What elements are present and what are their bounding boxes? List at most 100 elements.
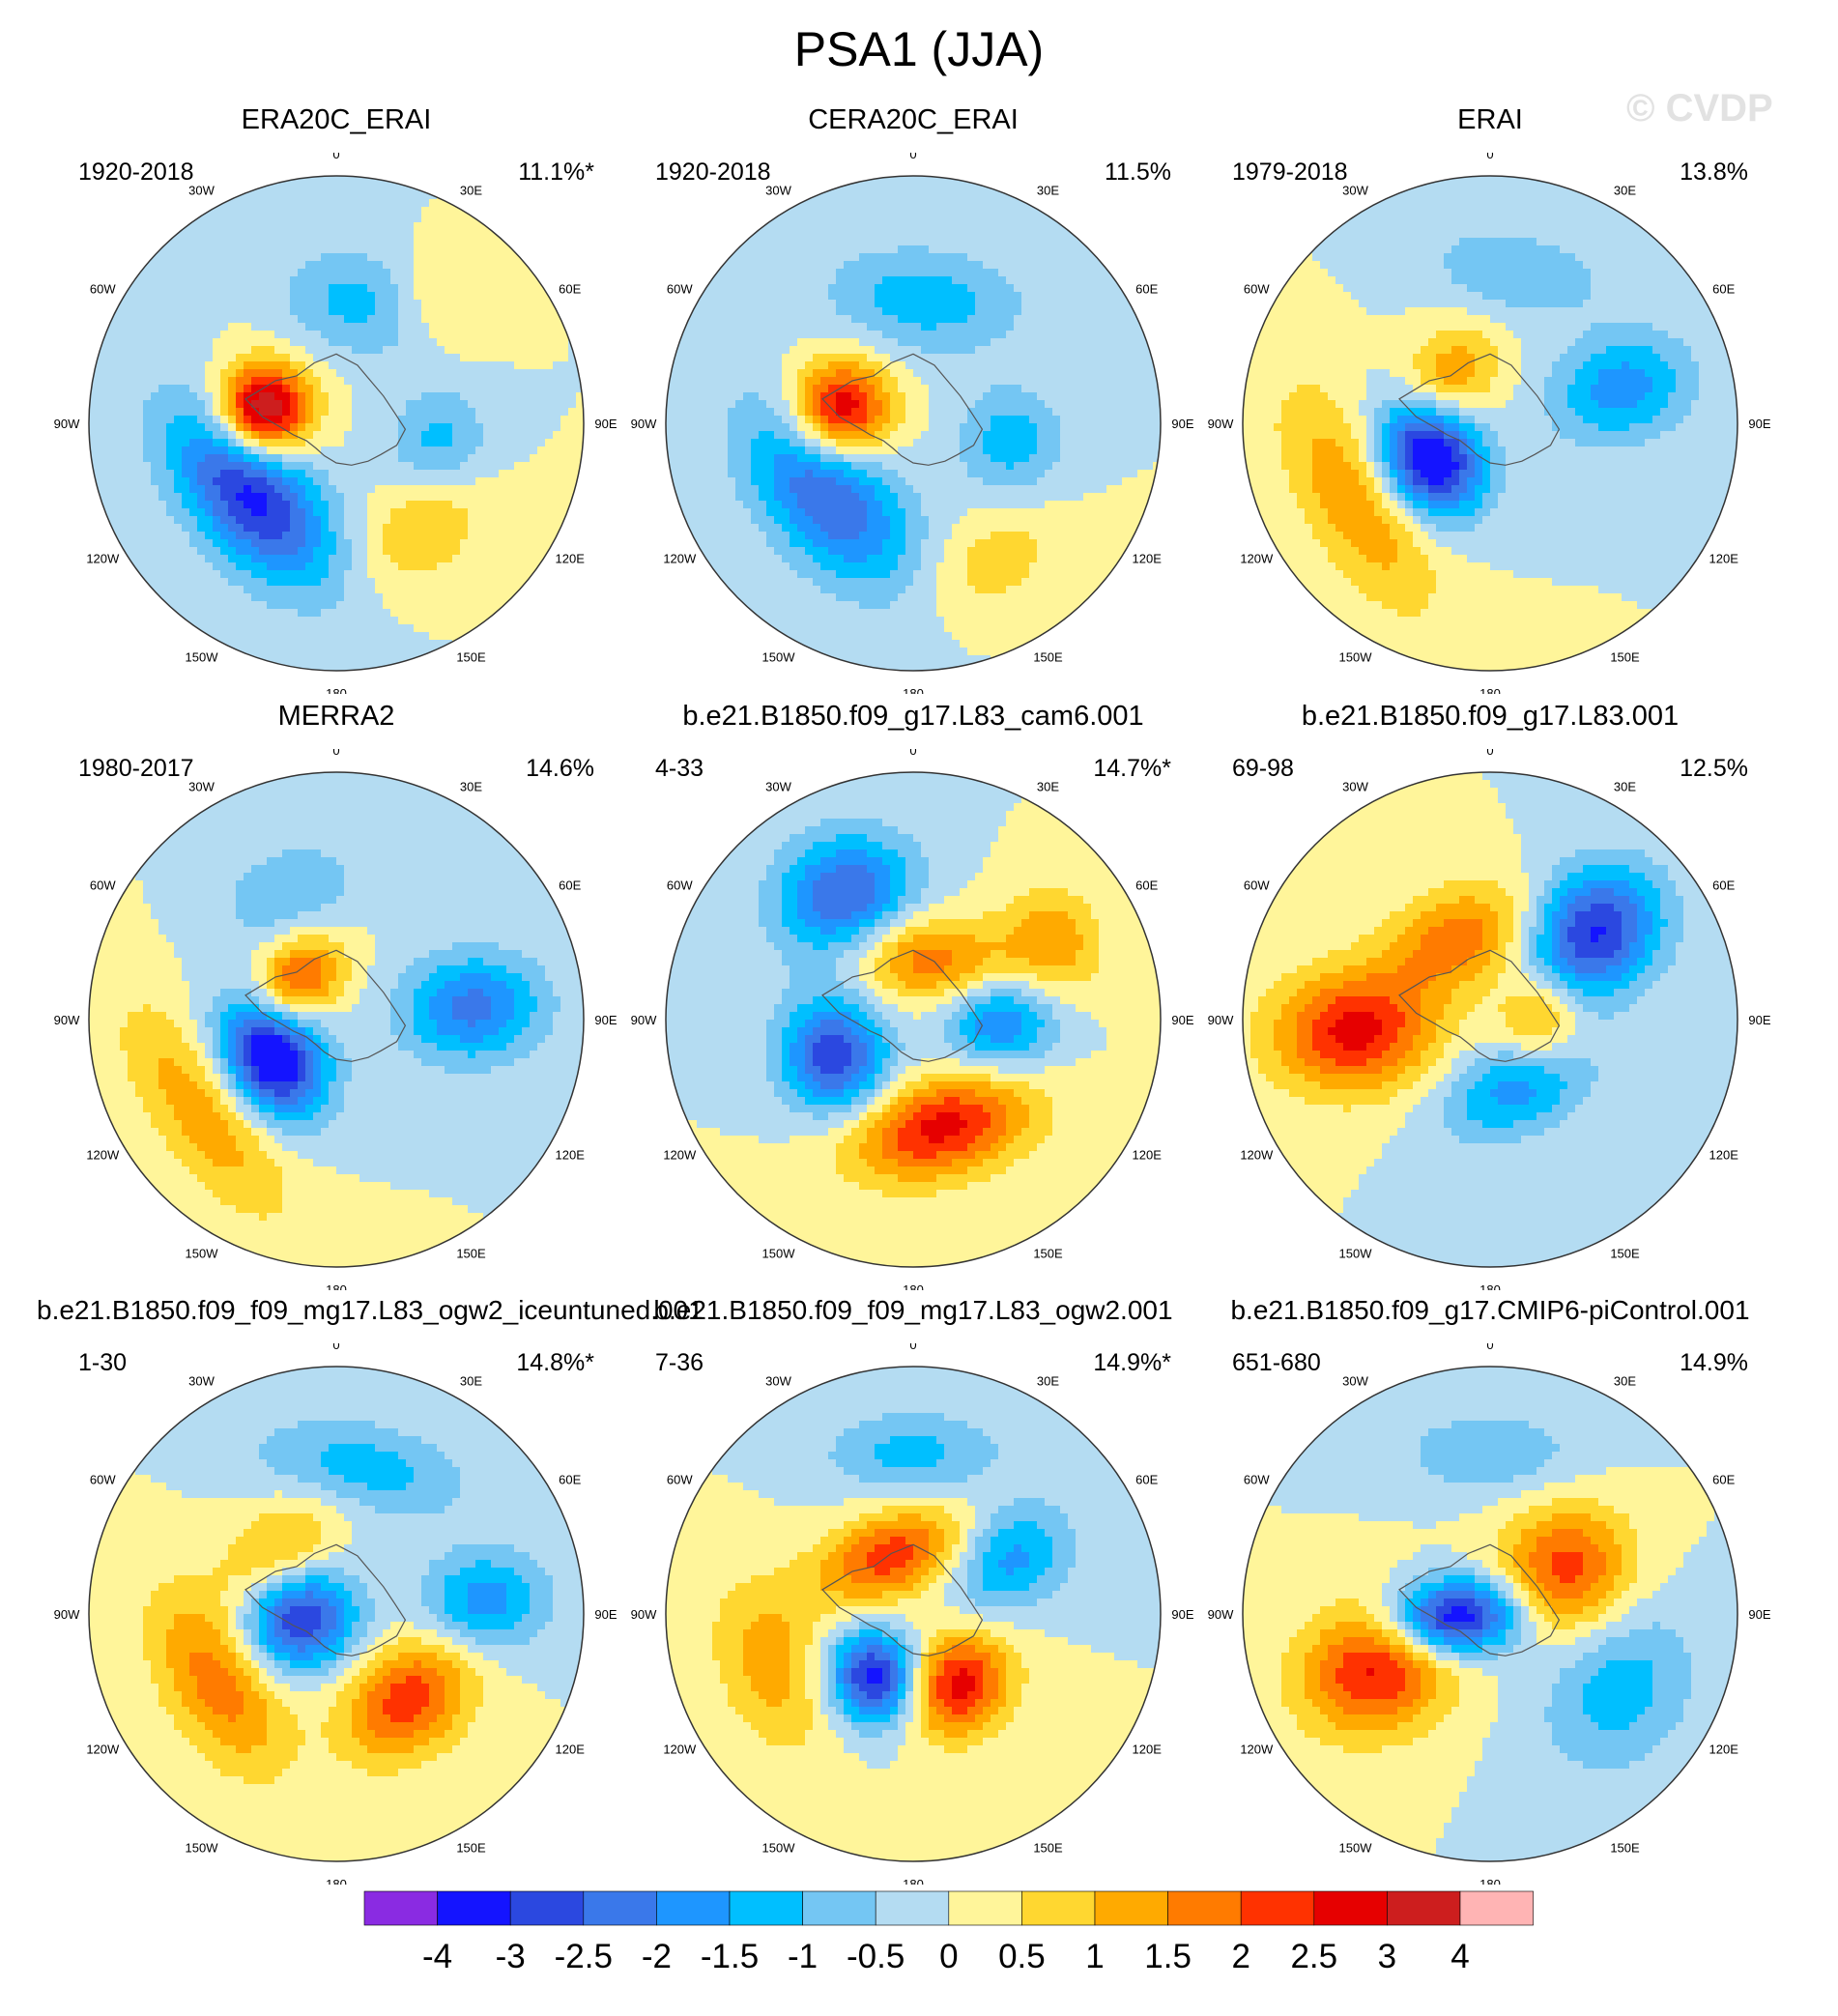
panel-variance: 14.8%* — [516, 1349, 594, 1377]
longitude-label: 120W — [86, 1148, 120, 1163]
colorbar: -4 -3 -2.5 -2 -1.5 -1 -0.5 0 0.5 1 1.5 2 2.5 3 4 — [363, 1890, 1534, 1975]
longitude-label: 150W — [1339, 1247, 1373, 1261]
polar-map: 0 30E 60E 90E 120E 150E 180 150W 120W 90W 60W 30W — [54, 749, 617, 1290]
longitude-label: 120E — [1709, 1742, 1739, 1757]
longitude-label: 90E — [1748, 417, 1770, 431]
longitude-label: 30W — [765, 1373, 791, 1388]
panel-variance: 14.7%* — [1093, 755, 1171, 783]
longitude-label: 180 — [326, 686, 347, 694]
longitude-label: 150E — [1610, 650, 1640, 665]
longitude-label: 30E — [460, 779, 482, 793]
longitude-label: 180 — [903, 686, 924, 694]
longitude-label: 90E — [594, 417, 617, 431]
longitude-label: 60W — [90, 878, 116, 893]
colorbar-label: 0 — [939, 1938, 958, 1975]
longitude-label: 120W — [86, 1742, 120, 1757]
longitude-label: 30W — [188, 779, 215, 793]
map-panel: ERA20C_ERAI 1920-2018 11.1%* 0 30E 60E 90E 120E… — [37, 104, 636, 694]
longitude-label: 60E — [1135, 1473, 1158, 1487]
panel-title: b.e21.B1850.f09_g17.L83_cam6.001 — [614, 701, 1213, 733]
longitude-label: 120E — [1133, 552, 1163, 566]
longitude-label: 120W — [663, 552, 697, 566]
longitude-label: 30W — [1342, 779, 1368, 793]
map-panel: b.e21.B1850.f09_g17.L83.001 69-98 12.5% 0 30… — [1191, 701, 1790, 1290]
longitude-label: 120W — [1240, 1148, 1274, 1163]
longitude-label: 60E — [1712, 1473, 1735, 1487]
panel-variance: 13.8% — [1680, 158, 1748, 187]
longitude-label: 150E — [1610, 1841, 1640, 1856]
longitude-label: 60E — [559, 1473, 581, 1487]
longitude-label: 30W — [765, 183, 791, 197]
longitude-label: 30E — [1037, 1373, 1059, 1388]
polar-map: 0 30E 60E 90E 120E 150E 180 150W 120W 90W 60W 30W — [631, 749, 1194, 1290]
panel-years: 1920-2018 — [655, 158, 771, 187]
longitude-label: 0 — [1486, 1343, 1493, 1352]
colorbar-swatch — [583, 1890, 657, 1926]
longitude-label: 60W — [1244, 1473, 1270, 1487]
longitude-label: 90E — [594, 1607, 617, 1622]
colorbar-swatch — [437, 1890, 511, 1926]
longitude-label: 60W — [90, 1473, 116, 1487]
panel-variance: 12.5% — [1680, 755, 1748, 783]
panel-variance: 14.9%* — [1093, 1349, 1171, 1377]
longitude-label: 120E — [556, 1742, 586, 1757]
longitude-label: 120E — [1709, 552, 1739, 566]
map-boundary — [88, 1366, 585, 1862]
antarctica-coastline — [244, 353, 407, 466]
panel-title: b.e21.B1850.f09_f09_mg17.L83_ogw2_iceunt… — [37, 1295, 704, 1326]
longitude-label: 60W — [667, 1473, 693, 1487]
panel-years: 1-30 — [78, 1349, 127, 1377]
colorbar-label: 2.5 — [1290, 1938, 1337, 1975]
colorbar-label: 4 — [1450, 1938, 1469, 1975]
longitude-label: 90W — [631, 1607, 657, 1622]
colorbar-swatch — [1167, 1890, 1242, 1926]
longitude-label: 90W — [54, 417, 80, 431]
longitude-label: 90E — [1171, 1607, 1193, 1622]
panel-title: CERA20C_ERAI — [614, 104, 1213, 136]
panel-title: b.e21.B1850.f09_f09_mg17.L83_ogw2.001 — [614, 1295, 1213, 1326]
field-contours — [1243, 1367, 1737, 1861]
longitude-label: 30E — [460, 1373, 482, 1388]
map-boundary — [665, 771, 1162, 1268]
panel-years: 651-680 — [1232, 1349, 1321, 1377]
longitude-label: 150W — [762, 1841, 796, 1856]
colorbar-swatch — [729, 1890, 803, 1926]
longitude-label: 0 — [332, 1343, 339, 1352]
map-panel: b.e21.B1850.f09_f09_mg17.L83_ogw2_iceunt… — [37, 1295, 704, 1885]
colorbar-swatch — [1387, 1890, 1461, 1926]
panel-title: ERA20C_ERAI — [37, 104, 636, 136]
longitude-label: 150W — [186, 650, 219, 665]
longitude-label: 30W — [765, 779, 791, 793]
longitude-label: 30E — [1614, 779, 1636, 793]
map-panel: ERAI 1979-2018 13.8% 0 30E 60E 90E 120E 150E 180 1… — [1191, 104, 1790, 694]
longitude-label: 150W — [186, 1247, 219, 1261]
longitude-label: 150E — [456, 650, 486, 665]
map-panel: b.e21.B1850.f09_f09_mg17.L83_ogw2.001 7-3… — [614, 1295, 1213, 1885]
map-boundary — [1242, 771, 1738, 1268]
panel-variance: 14.9% — [1680, 1349, 1748, 1377]
longitude-label: 150W — [762, 1247, 796, 1261]
panel-title: b.e21.B1850.f09_g17.CMIP6-piControl.001 — [1191, 1295, 1790, 1326]
antarctica-coastline — [1398, 949, 1561, 1062]
polar-map: 0 30E 60E 90E 120E 150E 180 150W 120W 90W 60W 30W — [54, 1343, 617, 1885]
panel-years: 1920-2018 — [78, 158, 194, 187]
panel-years: 7-36 — [655, 1349, 704, 1377]
longitude-label: 180 — [1479, 1282, 1501, 1290]
longitude-label: 30W — [1342, 1373, 1368, 1388]
longitude-label: 0 — [332, 153, 339, 161]
longitude-label: 120W — [663, 1742, 697, 1757]
field-contours — [666, 1367, 1161, 1861]
longitude-label: 120E — [556, 552, 586, 566]
longitude-label: 150E — [1033, 650, 1063, 665]
map-boundary — [665, 1366, 1162, 1862]
longitude-label: 90W — [631, 417, 657, 431]
longitude-label: 0 — [909, 1343, 916, 1352]
colorbar-swatch — [509, 1890, 585, 1926]
longitude-label: 90E — [1748, 1013, 1770, 1027]
map-boundary — [1242, 175, 1738, 672]
colorbar-swatch — [948, 1890, 1022, 1926]
colorbar-swatch — [875, 1890, 950, 1926]
field-contours — [89, 1367, 584, 1861]
longitude-label: 150W — [762, 650, 796, 665]
map-boundary — [88, 771, 585, 1268]
